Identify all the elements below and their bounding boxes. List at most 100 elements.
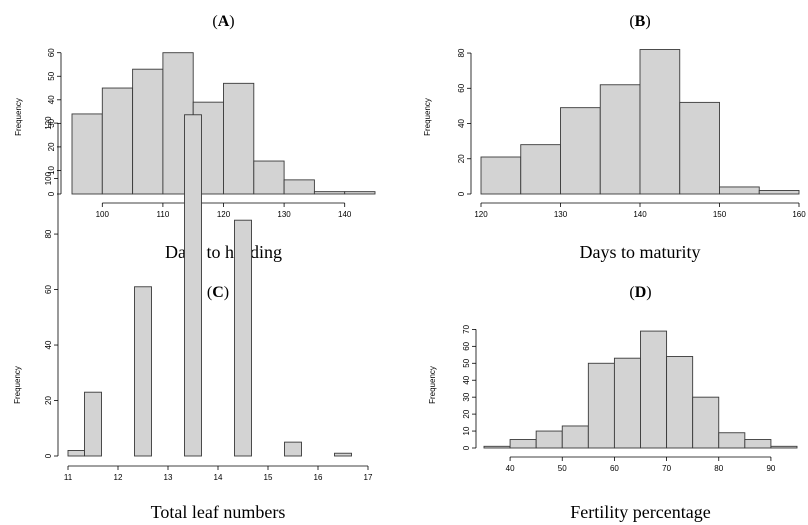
- histogram-bar: [334, 452, 352, 457]
- panel-title-paren-open: (: [212, 13, 217, 30]
- y-tick-label: 60: [44, 285, 53, 294]
- y-tick-label: 120: [44, 116, 53, 130]
- histogram-bar: [132, 68, 164, 195]
- panel-title-paren-close: ): [645, 13, 650, 30]
- y-tick-label: 60: [457, 83, 466, 92]
- x-tick-label: 80: [714, 464, 723, 473]
- x-tick-label: 14: [214, 473, 223, 482]
- histogram-bar: [639, 49, 681, 195]
- x-tick-label: 11: [64, 473, 73, 482]
- y-axis-label: Frequency: [428, 366, 437, 404]
- x-axis-label: Fertility percentage: [570, 502, 710, 522]
- y-tick-label: 20: [44, 396, 53, 405]
- histogram-bar: [613, 357, 641, 449]
- x-tick-label: 15: [264, 473, 273, 482]
- x-tick-label: 12: [114, 473, 123, 482]
- histogram-bar: [184, 114, 202, 457]
- y-tick-label: 0: [457, 191, 466, 196]
- panel-title: (D): [629, 284, 651, 301]
- x-tick-label: 90: [766, 464, 775, 473]
- histogram-panel-b: (B) 0 20 40 60 80 120 130 140 150 160 Frequency Days…: [423, 13, 806, 262]
- histogram-bar: [666, 356, 694, 449]
- y-tick-label: 40: [462, 375, 471, 384]
- x-tick-label: 120: [474, 210, 488, 219]
- y-tick-label: 0: [47, 191, 56, 196]
- panel-title-paren-close: ): [646, 284, 651, 301]
- y-tick-label: 20: [457, 154, 466, 163]
- y-tick-label: 10: [47, 165, 56, 174]
- histogram-bar: [84, 391, 102, 457]
- y-tick-label: 30: [462, 392, 471, 401]
- histogram-bar: [101, 87, 134, 195]
- x-tick-label: 110: [157, 210, 170, 219]
- panel-title: (A): [212, 13, 234, 30]
- x-tick-label: 40: [506, 464, 515, 473]
- y-tick-label: 40: [457, 119, 466, 128]
- x-tick-label: 120: [217, 210, 231, 219]
- histogram-bar: [587, 362, 615, 449]
- histogram-bar: [560, 107, 601, 195]
- histogram-bar: [223, 82, 255, 195]
- histogram-bar: [71, 113, 103, 195]
- y-tick-label: 20: [47, 142, 56, 151]
- panel-title-letter: C: [212, 284, 224, 301]
- panel-title-paren-open: (: [207, 284, 212, 301]
- x-tick-label: 150: [713, 210, 727, 219]
- y-tick-label: 60: [47, 48, 56, 57]
- histogram-bar: [758, 190, 800, 195]
- panel-title-letter: A: [218, 13, 230, 30]
- y-tick-label: 50: [47, 71, 56, 80]
- panel-title-paren-open: (: [629, 284, 634, 301]
- y-tick-label: 50: [462, 358, 471, 367]
- panel-title-letter: B: [635, 13, 646, 30]
- panel-title-paren-close: ): [224, 284, 229, 301]
- histogram-bar: [67, 450, 85, 457]
- panel-title-paren-close: ): [229, 13, 234, 30]
- histogram-bar: [134, 286, 152, 457]
- histogram-bar: [344, 191, 376, 195]
- histogram-bar: [483, 445, 511, 449]
- x-tick-label: 60: [610, 464, 619, 473]
- y-tick-label: 30: [47, 118, 56, 127]
- histogram-bar: [770, 445, 798, 449]
- y-tick-label: 100: [44, 171, 53, 185]
- x-tick-label: 130: [277, 210, 291, 219]
- x-axis-label: Days to heading: [165, 242, 282, 262]
- x-tick-label: 17: [364, 473, 373, 482]
- y-tick-label: 0: [44, 453, 53, 458]
- panel-title: (C): [207, 284, 229, 301]
- histogram-bar: [561, 425, 589, 449]
- histogram-bar: [640, 330, 668, 449]
- y-tick-label: 60: [462, 341, 471, 350]
- histogram-bar: [284, 441, 302, 457]
- histogram-bar: [718, 432, 746, 449]
- histogram-bar: [283, 179, 315, 195]
- x-tick-label: 100: [96, 210, 110, 219]
- y-tick-label: 0: [462, 445, 471, 450]
- histogram-bar: [234, 219, 252, 457]
- histogram-bar: [744, 439, 772, 449]
- x-tick-label: 13: [164, 473, 173, 482]
- y-axis-label: Frequency: [423, 98, 432, 136]
- histogram-bar: [719, 186, 760, 195]
- histogram-bar: [253, 160, 285, 195]
- x-tick-label: 140: [338, 210, 352, 219]
- y-tick-label: 80: [457, 48, 466, 57]
- histogram-bar: [599, 84, 641, 195]
- y-tick-label: 40: [44, 340, 53, 349]
- x-tick-label: 160: [792, 210, 806, 219]
- x-tick-label: 70: [662, 464, 671, 473]
- x-axis-label: Days to maturity: [580, 242, 701, 262]
- x-tick-label: 130: [554, 210, 568, 219]
- histogram-bar: [535, 430, 563, 449]
- histogram-bar: [509, 439, 537, 449]
- histogram-panel-d: (D) 0 10 20 30 40 50 60 70 40 50 60 70 80 90 Frequency F…: [428, 284, 798, 522]
- y-tick-label: 20: [462, 409, 471, 418]
- y-tick-label: 40: [47, 95, 56, 104]
- x-tick-label: 16: [314, 473, 323, 482]
- y-tick-label: 10: [462, 426, 471, 435]
- x-axis-label: Total leaf numbers: [151, 502, 286, 522]
- y-tick-label: 70: [462, 324, 471, 333]
